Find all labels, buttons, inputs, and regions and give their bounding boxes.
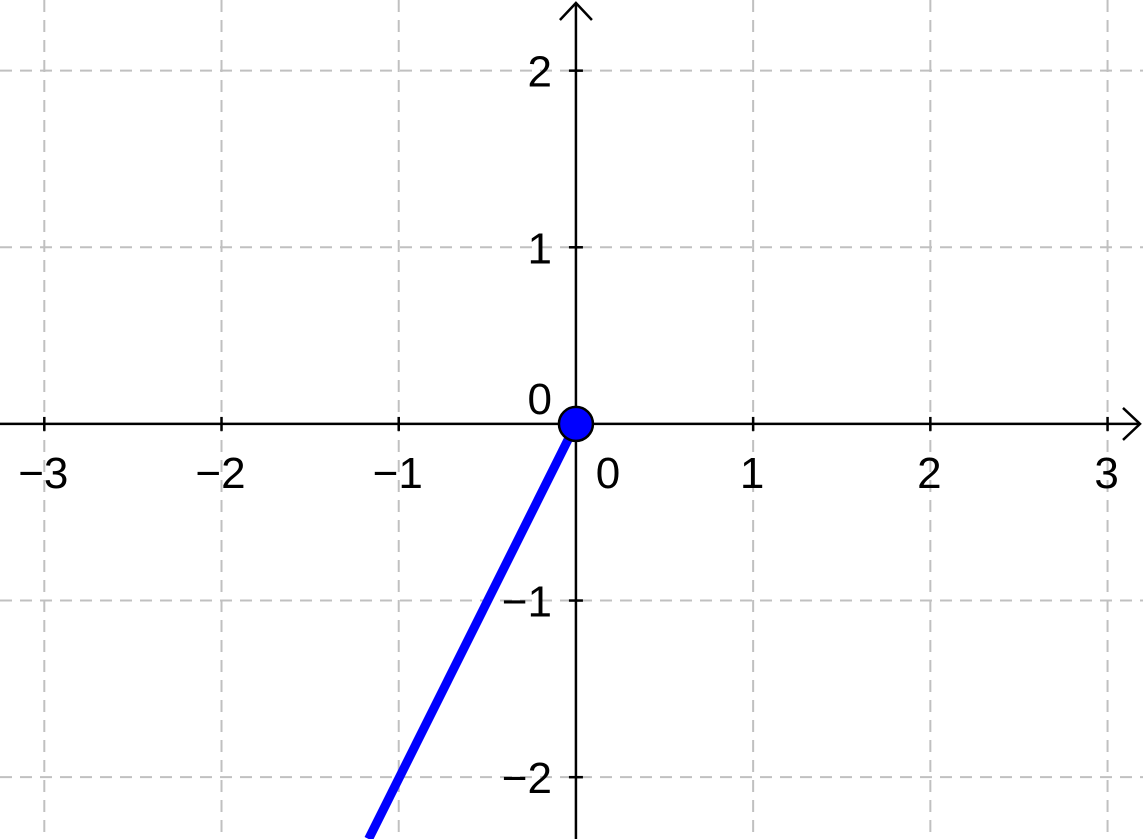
x-tick-labels: −3 −2 −1 0 1 2 3	[18, 449, 1119, 498]
x-axis-arrow	[1122, 407, 1142, 441]
series-line	[364, 421, 580, 839]
y-tick-label: 0	[527, 375, 551, 424]
x-tick-label: −3	[18, 449, 68, 498]
x-tick-label: 1	[740, 449, 764, 498]
x-tick-label: 2	[917, 449, 941, 498]
points-layer	[557, 405, 595, 443]
y-axis-arrow	[559, 1, 593, 21]
x-tick-label: −1	[373, 449, 423, 498]
series-layer	[364, 421, 580, 839]
x-tick-label: 0	[596, 449, 620, 498]
x-tick-label: 3	[1094, 449, 1118, 498]
y-tick-label: 1	[527, 224, 551, 273]
x-tick-label: −2	[195, 449, 245, 498]
data-point[interactable]	[557, 405, 595, 443]
y-tick-labels: −2 −1 0 1 2	[502, 48, 552, 804]
y-tick-label: −2	[502, 754, 552, 803]
y-tick-label: −1	[502, 578, 552, 627]
y-tick-label: 2	[527, 48, 551, 97]
